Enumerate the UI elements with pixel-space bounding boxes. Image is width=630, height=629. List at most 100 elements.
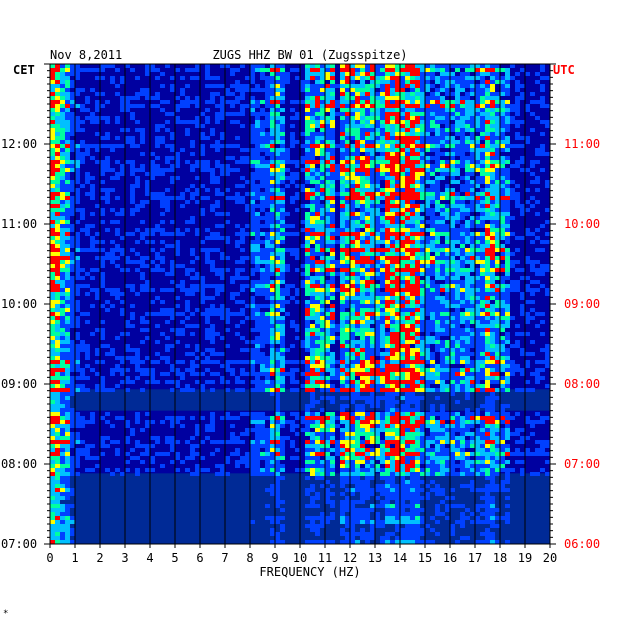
heatmap-cell-3146: [325, 256, 330, 260]
heatmap-cell-3905: [430, 300, 435, 304]
heatmap-cell-898: [470, 116, 475, 120]
heatmap-cell-766: [475, 108, 480, 112]
heatmap-cell-889: [425, 116, 430, 120]
heatmap-cell-2818: [330, 236, 335, 240]
heatmap-cell-2458: [390, 212, 395, 216]
heatmap-cell-176: [430, 72, 435, 76]
heatmap-cell-3275: [300, 264, 305, 268]
heatmap-cell-778: [60, 112, 65, 116]
heatmap-cell-676: [350, 104, 355, 108]
heatmap-cell-942: [340, 120, 345, 124]
heatmap-cell-3567: [470, 280, 475, 284]
heatmap-cell-3302: [435, 264, 440, 268]
heatmap-cell-3971: [450, 304, 455, 308]
heatmap-cell-2159: [60, 196, 65, 200]
heatmap-cell-2430: [160, 212, 165, 216]
heatmap-cell-4830: [210, 360, 215, 364]
heatmap-cell-751: [400, 108, 405, 112]
heatmap-cell-683: [385, 104, 390, 108]
heatmap-cell-1405: [380, 148, 385, 152]
heatmap-cell-1811: [360, 172, 365, 176]
heatmap-cell-1361: [495, 144, 500, 148]
heatmap-cell-3040: [465, 248, 470, 252]
heatmap-cell-3831: [360, 296, 365, 300]
heatmap-cell-1717: [205, 168, 210, 172]
heatmap-cell-3526: [170, 280, 175, 284]
heatmap-cell-1932: [345, 180, 350, 184]
heatmap-cell-1209: [430, 136, 435, 140]
heatmap-cell-1164: [100, 136, 105, 140]
heatmap-cell-2510: [395, 216, 400, 220]
heatmap-cell-1483: [535, 152, 540, 156]
heatmap-cell-116: [410, 68, 415, 72]
heatmap-cell-3689: [305, 288, 310, 292]
heatmap-cell-4788: [395, 356, 400, 360]
heatmap-cell-4700: [250, 352, 255, 356]
heatmap-cell-3050: [535, 248, 540, 252]
heatmap-cell-2586: [490, 220, 495, 224]
heatmap-cell-4221: [365, 320, 370, 324]
heatmap-cell-974: [505, 120, 510, 124]
heatmap-cell-2530: [505, 216, 510, 220]
heatmap-cell-4454: [270, 336, 275, 340]
heatmap-cell-4594: [390, 344, 395, 348]
heatmap-cell-3868: [105, 300, 110, 304]
heatmap-cell-2023: [55, 188, 60, 192]
heatmap-cell-713: [50, 108, 55, 112]
heatmap-cell-3346: [265, 268, 270, 272]
heatmap-cell-3734: [545, 288, 550, 292]
heatmap-cell-1233: [125, 140, 130, 144]
heatmap-cell-453: [240, 92, 245, 96]
heatmap-cell-3423: [325, 272, 330, 276]
heatmap-cell-1189: [325, 136, 330, 140]
heatmap-cell-1073: [375, 128, 380, 132]
heatmap-cell-4986: [310, 368, 315, 372]
heatmap-cell-1642: [200, 164, 205, 168]
heatmap-cell-4269: [270, 324, 275, 328]
heatmap-cell-3187: [75, 260, 80, 264]
heatmap-cell-4136: [220, 316, 225, 320]
heatmap-cell-3213: [325, 260, 330, 264]
heatmap-cell-2558: [330, 220, 335, 224]
heatmap-cell-3929: [100, 304, 105, 308]
heatmap-cell-2642: [470, 224, 475, 228]
heatmap-cell-4150: [325, 316, 330, 320]
heatmap-cell-2197: [340, 196, 345, 200]
heatmap-cell-3846: [435, 296, 440, 300]
heatmap-cell-2714: [535, 228, 540, 232]
heatmap-cell-3238: [450, 260, 455, 264]
heatmap-cell-4922: [355, 364, 360, 368]
heatmap-cell-4177: [470, 316, 475, 320]
heatmap-cell-4020: [375, 308, 380, 312]
heatmap-cell-3762: [310, 292, 315, 296]
heatmap-cell-2367: [130, 208, 135, 212]
heatmap-cell-4062: [175, 312, 180, 316]
heatmap-cell-4304: [465, 324, 470, 328]
heatmap-cell-435: [50, 92, 55, 96]
heatmap-cell-1621: [515, 160, 520, 164]
heatmap-cell-204: [190, 76, 195, 80]
heatmap-cell-4449: [220, 336, 225, 340]
heatmap-cell-1831: [470, 172, 475, 176]
heatmap-cell-2292: [535, 200, 540, 204]
heatmap-cell-2871: [225, 240, 230, 244]
heatmap-cell-1449: [285, 152, 290, 156]
heatmap-cell-1078: [400, 128, 405, 132]
heatmap-cell-4513: [280, 340, 285, 344]
heatmap-cell-1795: [270, 172, 275, 176]
heatmap-cell-977: [520, 120, 525, 124]
heatmap-cell-1332: [350, 144, 355, 148]
heatmap-cell-2567: [380, 220, 385, 224]
heatmap-cell-4078: [270, 312, 275, 316]
heatmap-cell-4855: [340, 360, 345, 364]
heatmap-cell-334: [305, 84, 310, 88]
heatmap-cell-3805: [60, 296, 65, 300]
heatmap-cell-1241: [255, 140, 260, 144]
heatmap-cell-3118: [75, 256, 80, 260]
heatmap-cell-3810: [155, 296, 160, 300]
heatmap-cell-3841: [410, 296, 415, 300]
heatmap-cell-18: [250, 64, 255, 68]
heatmap-cell-1204: [405, 136, 410, 140]
heatmap-cell-2380: [315, 208, 320, 212]
heatmap-cell-3628: [400, 284, 405, 288]
